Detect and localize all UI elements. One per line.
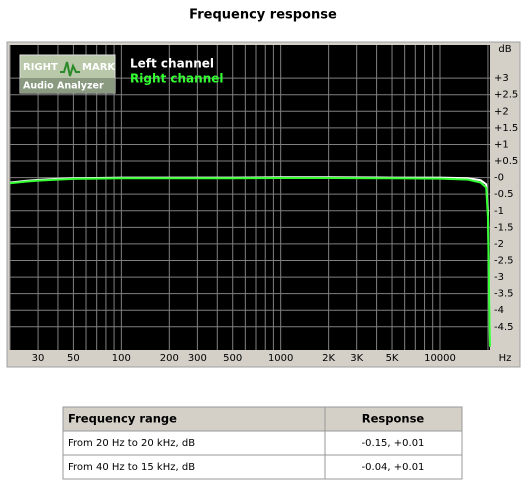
y-tick-label: -4.5 <box>494 322 514 333</box>
x-unit: Hz <box>499 353 512 364</box>
y-tick-label: +0.5 <box>494 156 518 167</box>
x-tick-label: 50 <box>67 353 80 364</box>
table-header-cell: Frequency range <box>68 412 177 426</box>
table-header-cell: Response <box>362 412 425 426</box>
x-tick-label: 500 <box>223 353 242 364</box>
legend-entry: Right channel <box>130 72 224 86</box>
logo-text: RIGHT <box>23 62 58 73</box>
y-tick-label: +2.5 <box>494 90 518 101</box>
y-tick-label: +1.5 <box>494 123 518 134</box>
logo-band <box>20 78 115 93</box>
x-tick-label: 200 <box>160 353 179 364</box>
y-tick-label: -1.5 <box>494 222 514 233</box>
y-tick-label: -2 <box>494 239 504 250</box>
table-row <box>62 454 463 480</box>
logo-wave <box>60 61 80 77</box>
table-cell: -0.15, +0.01 <box>362 438 425 449</box>
chart-title: Frequency response <box>189 8 337 23</box>
y-tick-label: -0 <box>494 173 504 184</box>
y-tick-label: -1 <box>494 206 504 217</box>
y-tick-label: -3.5 <box>494 289 514 300</box>
y-unit: dB <box>498 44 511 55</box>
y-tick-label: +1 <box>494 139 509 150</box>
table-cell: From 20 Hz to 20 kHz, dB <box>68 438 195 449</box>
x-tick-label: 1000 <box>268 353 293 364</box>
logo: RIGHT MARK Audio Analyzer <box>19 54 116 94</box>
table-cell: From 40 Hz to 15 kHz, dB <box>68 462 195 473</box>
logo-text: Audio Analyzer <box>23 81 104 92</box>
x-tick-label: 3K <box>350 353 363 364</box>
x-tick-label: 30 <box>32 353 45 364</box>
results-table: Frequency range Response From 20 Hz to 2… <box>62 406 463 480</box>
y-tick-label: -3 <box>494 272 504 283</box>
y-tick-label: -4 <box>494 305 504 316</box>
y-tick-label: -2.5 <box>494 255 514 266</box>
plot-area <box>10 45 490 350</box>
y-tick-label: -0.5 <box>494 189 514 200</box>
legend-entry: Left channel <box>130 57 214 71</box>
x-tick-label: 2K <box>322 353 335 364</box>
table-cell: -0.04, +0.01 <box>362 462 425 473</box>
x-tick-label: 5K <box>386 353 399 364</box>
table-row <box>62 430 463 456</box>
series-line <box>9 176 491 347</box>
x-tick-label: 100 <box>112 353 131 364</box>
x-tick-label: 10000 <box>424 353 456 364</box>
table-header <box>62 406 463 432</box>
y-tick-label: +3 <box>494 73 509 84</box>
logo-text: MARK <box>82 62 116 73</box>
y-tick-label: +2 <box>494 106 509 117</box>
x-tick-label: 300 <box>188 353 207 364</box>
